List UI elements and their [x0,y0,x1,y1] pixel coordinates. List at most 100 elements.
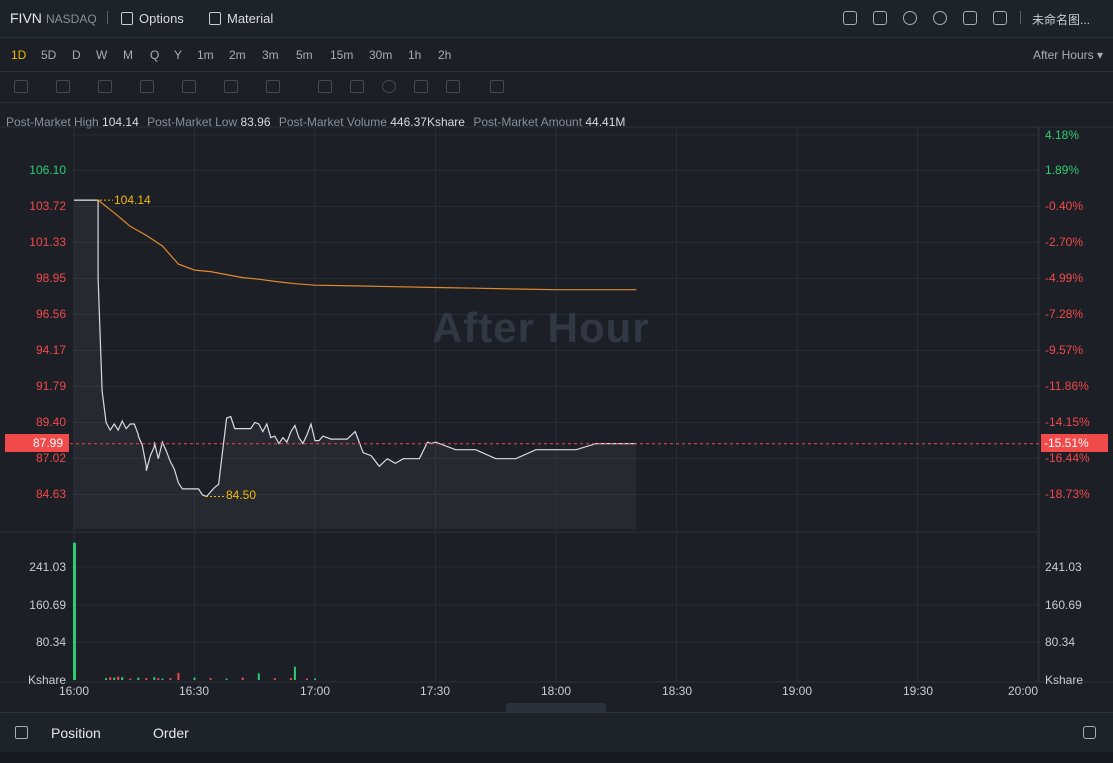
arrow-tool-icon[interactable] [182,80,196,93]
tf-2m[interactable]: 2m [229,48,246,62]
right-tick: 1.89% [1045,163,1080,177]
vol-right-tick: 241.03 [1045,560,1082,574]
volume-bar [241,677,244,680]
tf-1m[interactable]: 1m [197,48,214,62]
volume-bar [314,678,316,680]
price-chart[interactable] [0,0,1113,712]
low-label: Post-Market Low [147,115,238,129]
volume-bar [169,678,172,680]
panel-toggle-icon[interactable] [15,726,28,739]
price-line [74,199,637,498]
tf-y[interactable]: Y [174,48,183,62]
time-tick: 19:30 [902,684,934,698]
eye-icon[interactable] [382,80,396,93]
left-tick: 89.40 [35,415,66,429]
fullscreen-icon[interactable] [963,11,977,25]
left-tick: 106.10 [29,163,66,177]
trash-icon[interactable] [490,80,504,93]
volume-bar [289,678,292,680]
vol-left-tick: 80.34 [35,635,66,649]
options-button[interactable]: Options [121,11,184,26]
left-tick: 91.79 [35,379,66,393]
tf-30m[interactable]: 30m [369,48,393,62]
volume-bar [73,542,76,680]
session-select[interactable]: After Hours ▾ [1032,48,1103,62]
high-annotation: 104.14 [114,193,151,207]
right-tick: -2.70% [1045,235,1084,249]
volume-bar [157,678,160,680]
tf-1h[interactable]: 1h [408,48,422,62]
magnet-icon[interactable] [414,80,428,93]
rectangle-tool-icon[interactable] [56,80,70,93]
tf-5d[interactable]: 5D [41,48,57,62]
left-tick: 84.63 [35,487,66,501]
left-tick: 98.95 [35,271,66,285]
bottom-panel: Position Order [0,712,1113,753]
vol-left-tick: 160.69 [29,598,66,612]
lock-icon[interactable] [350,80,364,93]
link-icon[interactable] [446,80,460,93]
tab-position[interactable]: Position [51,725,101,741]
volume-bar [225,678,228,680]
time-tick: 20:00 [1007,684,1039,698]
right-tick: -14.15% [1045,415,1090,429]
tab-order[interactable]: Order [153,725,189,741]
volume-bar [113,677,116,680]
top-header: FIVN NASDAQ Options Material 未命名图... [0,0,1113,38]
vol-right-tick: 80.34 [1045,635,1076,649]
high-value: 104.14 [102,115,139,129]
symbol-ticker[interactable]: FIVN [10,10,42,26]
trendline-tool-icon[interactable] [14,80,28,93]
tf-q[interactable]: Q [150,48,160,62]
drawing-toolbar [0,72,1113,103]
low-value: 83.96 [240,115,271,129]
average-price-line [74,199,637,291]
volume-bar [153,677,156,680]
refresh-icon[interactable] [903,11,917,25]
text-tool-icon[interactable] [266,80,280,93]
chart-grid [0,126,1113,683]
layout-name[interactable]: 未命名图... [1032,13,1091,27]
tf-m[interactable]: M [123,48,133,62]
draw-icon[interactable] [873,11,887,25]
time-tick: 18:30 [661,684,693,698]
pencil-tool-icon[interactable] [318,80,332,93]
time-tick: 16:00 [58,684,90,698]
volume-label: Post-Market Volume [278,115,387,129]
indicator-icon[interactable] [843,11,857,25]
volume-bar [137,677,140,680]
pattern-tool-icon[interactable] [98,80,112,93]
fib-tool-icon[interactable] [140,80,154,93]
tf-5m[interactable]: 5m [296,48,313,62]
vol-unit-right: Kshare [1045,673,1084,687]
left-tick: 94.17 [35,343,66,357]
tf-3m[interactable]: 3m [262,48,279,62]
right-tick: 4.18% [1045,128,1080,142]
chart-scroll-handle[interactable] [506,703,606,712]
volume-bars [73,542,316,680]
time-tick: 18:00 [540,684,572,698]
vol-right-tick: 160.69 [1045,598,1082,612]
tf-2h[interactable]: 2h [438,48,452,62]
measure-tool-icon[interactable] [224,80,238,93]
volume-bar [105,678,108,680]
expand-panel-icon[interactable] [1083,726,1096,739]
volume-bar [121,677,124,680]
volume-bar [145,678,148,680]
price-area-fill [74,200,637,529]
material-button[interactable]: Material [209,11,273,26]
current-change-tag: -15.51% [1041,434,1108,452]
options-label: Options [139,11,184,26]
settings-icon[interactable] [933,11,947,25]
vol-left-tick: 241.03 [29,560,66,574]
tf-1d[interactable]: 1D [11,48,27,62]
high-label: Post-Market High [6,115,99,129]
tf-d[interactable]: D [72,48,81,62]
tf-w[interactable]: W [96,48,108,62]
volume-bar [109,677,112,680]
volume-bar [161,678,164,680]
exchange-label: NASDAQ [46,12,97,26]
volume-bar [177,672,180,680]
layout-icon[interactable] [993,11,1007,25]
tf-15m[interactable]: 15m [330,48,354,62]
